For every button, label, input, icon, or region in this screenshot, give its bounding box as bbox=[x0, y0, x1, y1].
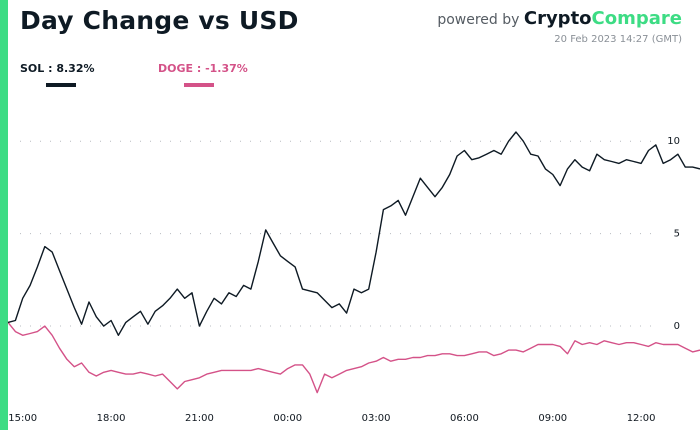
powered-by[interactable]: powered by CryptoCompare bbox=[437, 8, 682, 29]
legend-doge-swatch bbox=[184, 83, 214, 87]
y-axis-ticks: 0 5 10 bbox=[667, 136, 680, 332]
x-tick-label: 09:00 bbox=[538, 413, 567, 424]
powered-by-text: powered by bbox=[437, 12, 520, 28]
series-lines bbox=[7, 131, 700, 394]
y-tick-label: 0 bbox=[674, 321, 680, 332]
x-tick-label: 12:00 bbox=[627, 413, 656, 424]
y-tick-label: 5 bbox=[674, 229, 680, 240]
legend-sol-swatch bbox=[46, 83, 76, 87]
x-tick-label: 06:00 bbox=[450, 413, 479, 424]
accent-bar bbox=[0, 0, 8, 430]
legend-sol-label[interactable]: SOL : 8.32% bbox=[20, 62, 95, 75]
x-tick-label: 03:00 bbox=[362, 413, 391, 424]
x-axis-ticks: 15:00 18:00 21:00 00:00 03:00 06:00 09:00 12:00 bbox=[8, 413, 655, 424]
y-tick-label: 10 bbox=[667, 136, 680, 147]
brand-logo-compare: Compare bbox=[591, 8, 682, 29]
x-tick-label: 21:00 bbox=[185, 413, 214, 424]
timestamp: 20 Feb 2023 14:27 (GMT) bbox=[554, 34, 682, 45]
x-tick-label: 15:00 bbox=[8, 413, 37, 424]
series-line-doge[interactable] bbox=[7, 321, 700, 394]
series-line-sol[interactable] bbox=[7, 131, 700, 336]
brand-logo-crypto: Crypto bbox=[523, 8, 592, 29]
x-tick-label: 00:00 bbox=[273, 413, 302, 424]
grid-lines bbox=[20, 140, 660, 327]
chart-title: Day Change vs USD bbox=[20, 6, 299, 35]
legend-doge-label[interactable]: DOGE : -1.37% bbox=[158, 62, 248, 75]
x-tick-label: 18:00 bbox=[97, 413, 126, 424]
